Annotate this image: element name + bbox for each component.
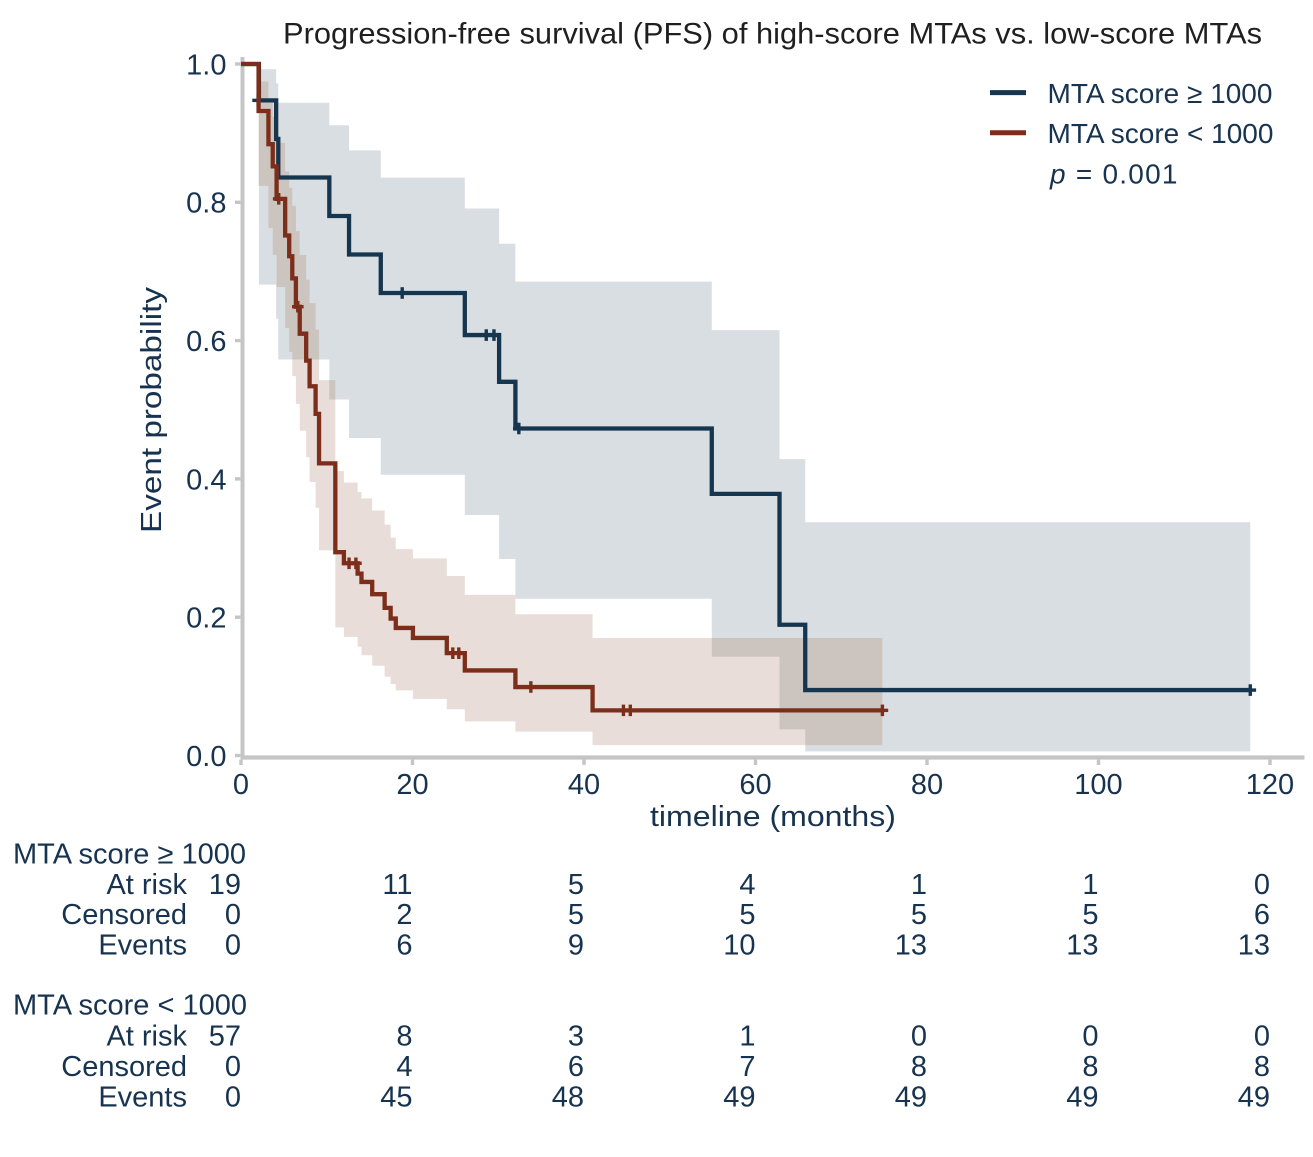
svg-text:4: 4 [739, 869, 755, 901]
svg-text:3: 3 [568, 1021, 584, 1053]
svg-text:6: 6 [396, 929, 412, 961]
svg-text:57: 57 [209, 1021, 241, 1053]
svg-text:0: 0 [1254, 869, 1270, 901]
svg-text:5: 5 [568, 899, 584, 931]
svg-text:0: 0 [1082, 1021, 1098, 1053]
svg-text:Events: Events [98, 1082, 187, 1114]
svg-text:Censored: Censored [61, 1051, 187, 1083]
svg-text:100: 100 [1074, 769, 1122, 801]
svg-text:0.8: 0.8 [186, 188, 226, 220]
svg-text:8: 8 [1254, 1051, 1270, 1083]
svg-text:0: 0 [225, 1051, 241, 1083]
svg-text:MTA score ≥ 1000: MTA score ≥ 1000 [13, 839, 246, 871]
svg-text:48: 48 [552, 1082, 584, 1114]
svg-text:0: 0 [911, 1021, 927, 1053]
svg-text:MTA score ≥ 1000: MTA score ≥ 1000 [1048, 78, 1273, 109]
svg-text:At risk: At risk [106, 869, 187, 901]
svg-text:5: 5 [739, 899, 755, 931]
svg-text:0: 0 [233, 769, 249, 801]
svg-text:Events: Events [98, 929, 187, 961]
svg-text:5: 5 [1082, 899, 1098, 931]
svg-text:1: 1 [911, 869, 927, 901]
svg-text:Event probability: Event probability [136, 286, 168, 533]
svg-text:8: 8 [1082, 1051, 1098, 1083]
svg-text:9: 9 [568, 929, 584, 961]
svg-text:13: 13 [1238, 929, 1270, 961]
svg-text:MTA score < 1000: MTA score < 1000 [13, 990, 247, 1022]
svg-text:At risk: At risk [106, 1021, 187, 1053]
svg-text:45: 45 [380, 1082, 412, 1114]
svg-text:40: 40 [568, 769, 600, 801]
svg-text:13: 13 [895, 929, 927, 961]
svg-text:49: 49 [723, 1082, 755, 1114]
svg-text:4: 4 [396, 1051, 412, 1083]
svg-text:0.2: 0.2 [186, 603, 226, 635]
svg-text:10: 10 [723, 929, 755, 961]
svg-text:0: 0 [1254, 1021, 1270, 1053]
svg-text:0: 0 [225, 929, 241, 961]
svg-text:5: 5 [911, 899, 927, 931]
svg-text:timeline (months): timeline (months) [650, 801, 896, 833]
svg-text:13: 13 [1066, 929, 1098, 961]
svg-text:60: 60 [739, 769, 771, 801]
svg-text:1: 1 [739, 1021, 755, 1053]
svg-text:0.6: 0.6 [186, 326, 226, 358]
svg-text:8: 8 [911, 1051, 927, 1083]
svg-text:0.0: 0.0 [186, 741, 226, 773]
svg-text:5: 5 [568, 869, 584, 901]
svg-text:0.4: 0.4 [186, 464, 226, 496]
svg-text:49: 49 [895, 1082, 927, 1114]
svg-text:49: 49 [1066, 1082, 1098, 1114]
svg-text:20: 20 [396, 769, 428, 801]
svg-text:1: 1 [1082, 869, 1098, 901]
svg-text:Progression-free survival (PFS: Progression-free survival (PFS) of high-… [283, 18, 1262, 51]
svg-text:1.0: 1.0 [186, 49, 226, 81]
svg-text:7: 7 [739, 1051, 755, 1083]
svg-text:2: 2 [396, 899, 412, 931]
svg-text:Censored: Censored [61, 899, 187, 931]
svg-text:11: 11 [382, 869, 412, 901]
svg-text:p = 0.001: p = 0.001 [1049, 159, 1178, 190]
svg-text:80: 80 [911, 769, 943, 801]
svg-text:6: 6 [1254, 899, 1270, 931]
svg-text:120: 120 [1246, 769, 1294, 801]
svg-text:19: 19 [209, 869, 241, 901]
svg-text:49: 49 [1238, 1082, 1270, 1114]
svg-text:0: 0 [225, 1082, 241, 1114]
svg-text:6: 6 [568, 1051, 584, 1083]
svg-text:0: 0 [225, 899, 241, 931]
svg-text:MTA score < 1000: MTA score < 1000 [1048, 118, 1274, 149]
svg-text:8: 8 [396, 1021, 412, 1053]
